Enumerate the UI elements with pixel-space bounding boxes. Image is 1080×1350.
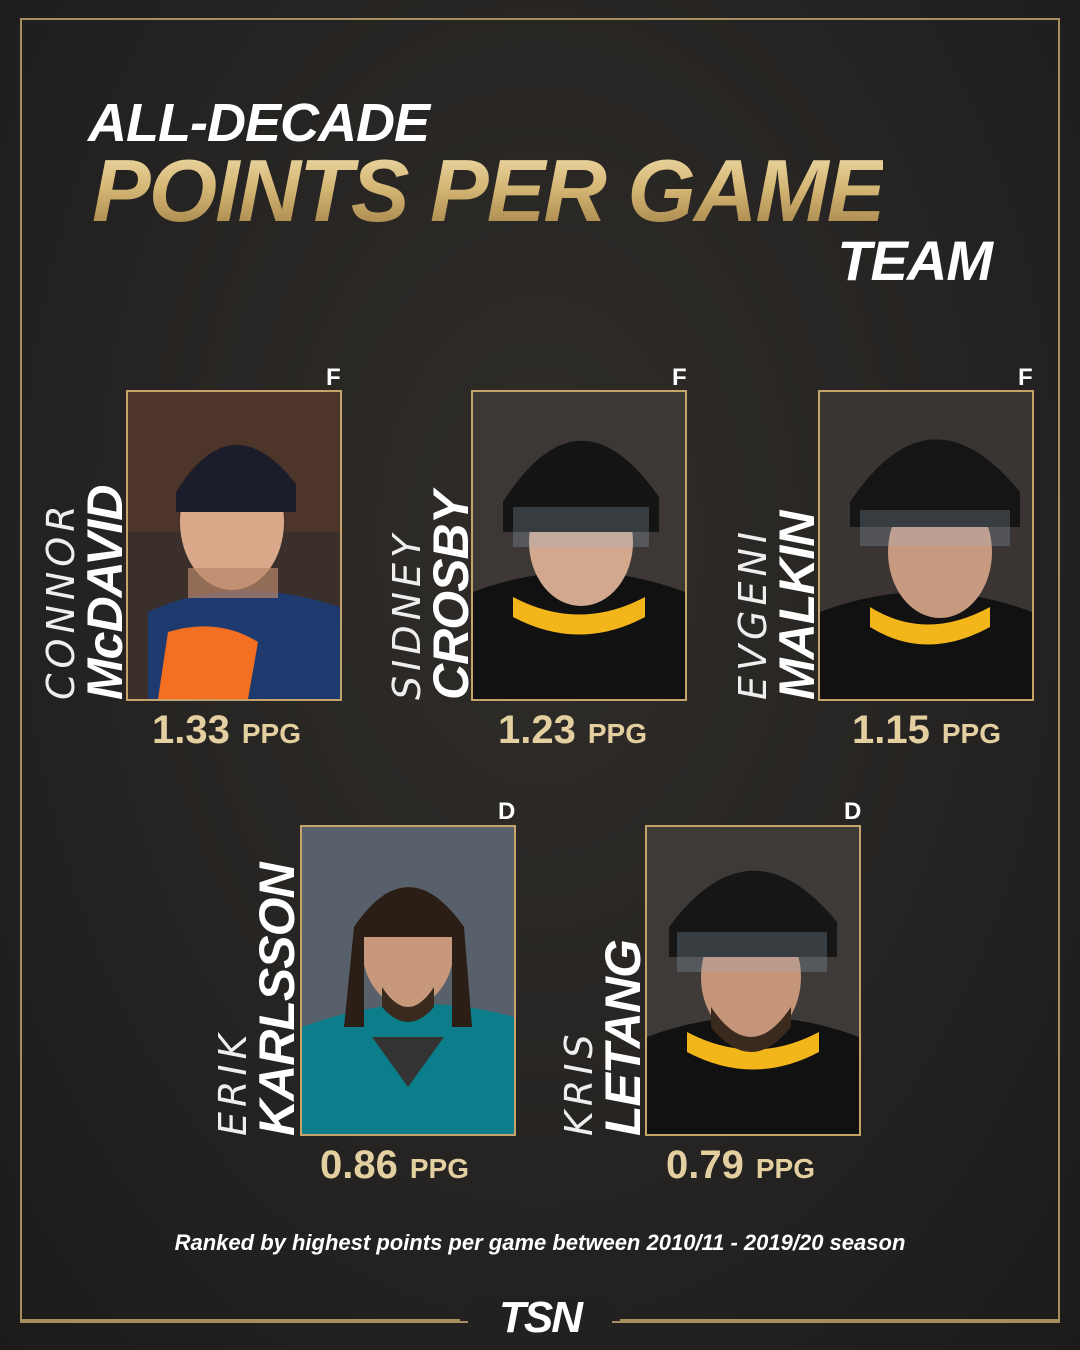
last-name: LETANG <box>595 940 651 1136</box>
position-label: F <box>1018 364 1033 391</box>
player-photo <box>300 825 516 1136</box>
last-name: McDAVID <box>77 485 133 700</box>
position-label: D <box>498 798 516 825</box>
ppg-stat: 0.86 PPG <box>320 1143 469 1188</box>
title-line-3: TEAM <box>837 229 993 292</box>
player-photo <box>471 390 687 701</box>
svg-text:C: C <box>198 633 241 699</box>
divider-left <box>20 1319 460 1321</box>
player-photo: C <box>126 390 342 701</box>
player-name: CONNOR McDAVID <box>39 485 133 700</box>
ppg-stat: 0.79 PPG <box>666 1143 815 1188</box>
footnote: Ranked by highest points per game betwee… <box>174 1230 906 1255</box>
last-name: MALKIN <box>769 511 825 700</box>
title-line-1: ALL-DECADE <box>88 93 430 153</box>
logo-text: TSN <box>499 1293 583 1342</box>
ppg-unit: PPG <box>941 718 1001 749</box>
ppg-value: 1.15 <box>852 708 930 752</box>
divider-right <box>620 1319 1060 1321</box>
ppg-stat: 1.15 PPG <box>852 708 1001 753</box>
ppg-stat: 1.23 PPG <box>498 708 647 753</box>
position-label: F <box>672 364 687 391</box>
ppg-value: 0.86 <box>320 1143 398 1187</box>
title-line-2: POINTS PER GAME <box>92 141 885 240</box>
position-label: F <box>326 364 341 391</box>
tsn-logo: TSN <box>468 1293 612 1342</box>
ppg-unit: PPG <box>755 1153 815 1184</box>
last-name: KARLSSON <box>249 863 305 1136</box>
player-name: KRIS LETANG <box>557 940 651 1136</box>
ppg-unit: PPG <box>409 1153 469 1184</box>
player-name: ERIK KARLSSON <box>211 863 305 1136</box>
ppg-unit: PPG <box>587 718 647 749</box>
ppg-unit: PPG <box>241 718 301 749</box>
player-photo <box>818 390 1034 701</box>
ppg-value: 1.23 <box>498 708 576 752</box>
ppg-stat: 1.33 PPG <box>152 708 301 753</box>
position-label: D <box>844 798 862 825</box>
ppg-value: 0.79 <box>666 1143 744 1187</box>
ppg-value: 1.33 <box>152 708 230 752</box>
player-name: SIDNEY CROSBY <box>385 492 479 700</box>
player-photo <box>645 825 861 1136</box>
player-name: EVGENI MALKIN <box>731 511 825 700</box>
